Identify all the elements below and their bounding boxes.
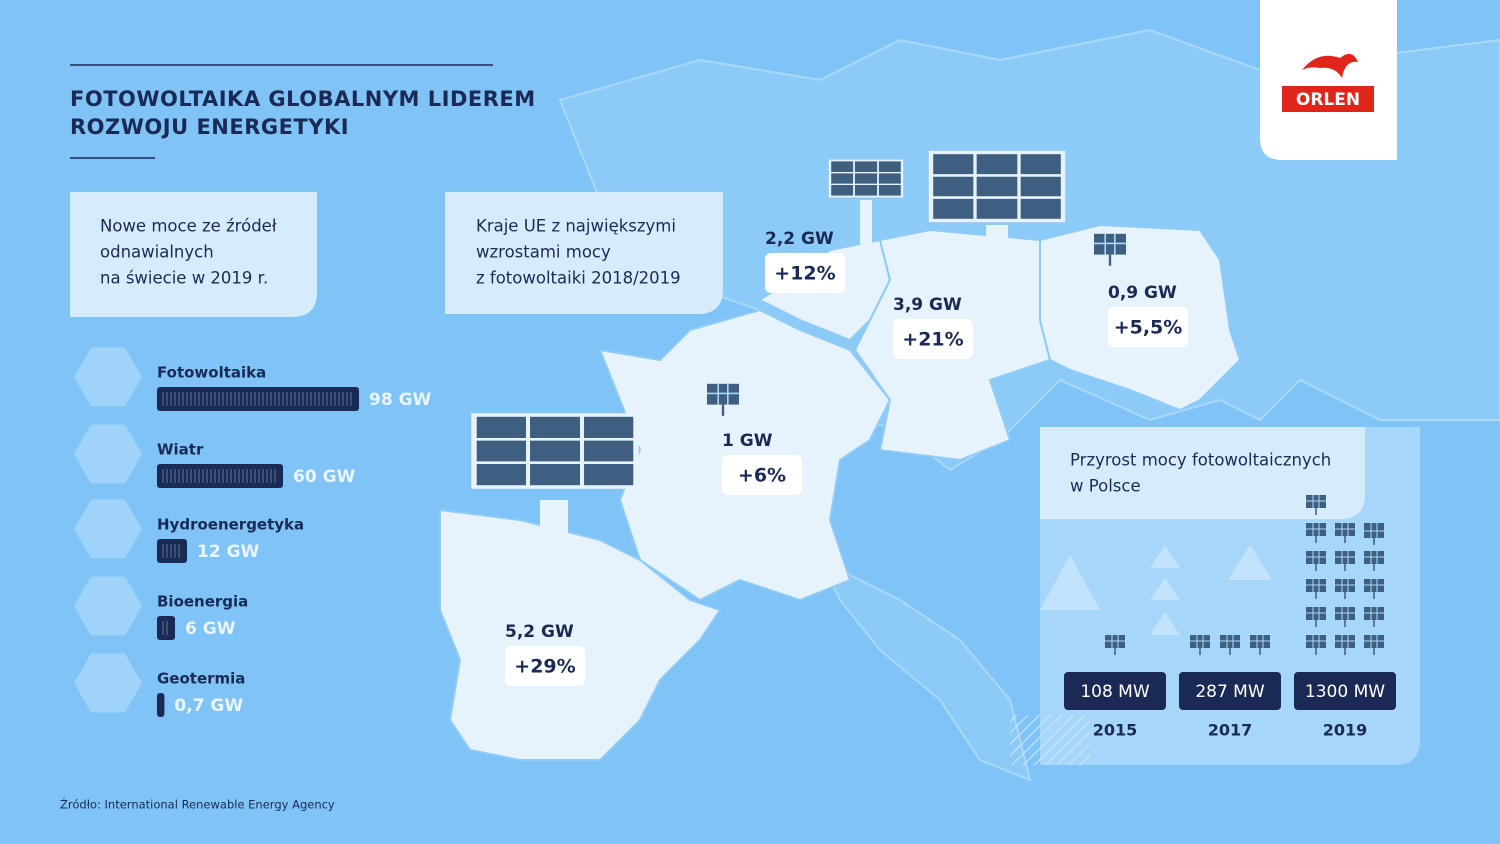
growth-box xyxy=(722,455,802,495)
logo: ORLEN xyxy=(1260,0,1397,160)
item-icon xyxy=(74,576,142,636)
item-name: Bioenergia xyxy=(157,593,248,611)
year-label: 2019 xyxy=(1323,721,1368,740)
item-name: Hydroenergetyka xyxy=(157,516,304,534)
item-icon xyxy=(74,347,142,407)
item-icon xyxy=(74,499,142,559)
logo-text: ORLEN xyxy=(1296,90,1360,110)
panel-heading: z fotowoltaiki 2018/2019 xyxy=(476,269,681,288)
bar xyxy=(157,539,187,563)
growth-label: +5,5% xyxy=(1114,317,1183,339)
year-label: 2017 xyxy=(1208,721,1253,740)
item-icon xyxy=(74,653,142,713)
bar xyxy=(157,693,165,717)
bar xyxy=(157,464,283,488)
growth-box xyxy=(765,253,845,293)
panel-heading: na świecie w 2019 r. xyxy=(100,269,268,288)
capacity-label: 1 GW xyxy=(722,431,773,451)
panel-heading: odnawialnych xyxy=(100,243,214,262)
capacity-label: 108 MW xyxy=(1080,682,1150,702)
capacity-label: 5,2 GW xyxy=(505,622,574,642)
capacity-label: 1300 MW xyxy=(1305,682,1385,702)
value-label: 98 GW xyxy=(369,390,432,410)
value-label: 60 GW xyxy=(293,467,356,487)
growth-box xyxy=(505,646,585,686)
value-label: 12 GW xyxy=(197,542,260,562)
growth-box xyxy=(1108,307,1188,347)
growth-label: +21% xyxy=(902,329,963,351)
value-label: 6 GW xyxy=(185,619,236,639)
capacity-label: 0,9 GW xyxy=(1108,283,1177,303)
panel-heading: Nowe moce ze źródeł xyxy=(100,217,277,236)
capacity-label: 2,2 GW xyxy=(765,229,834,249)
growth-label: +12% xyxy=(774,263,835,285)
capacity-label: 287 MW xyxy=(1195,682,1265,702)
capacity-box xyxy=(1064,672,1166,710)
solar-panels xyxy=(474,153,1128,610)
capacity-box xyxy=(1294,672,1396,710)
capacity-label: 3,9 GW xyxy=(893,295,962,315)
bar xyxy=(157,616,175,640)
panel-heading: wzrostami mocy xyxy=(476,243,611,262)
title: FOTOWOLTAIKA GLOBALNYM LIDEREM xyxy=(70,87,536,111)
panel xyxy=(70,192,317,317)
item-name: Geotermia xyxy=(157,670,245,688)
panel-heading: w Polsce xyxy=(1070,477,1141,496)
panel xyxy=(445,192,723,314)
growth-box xyxy=(893,319,973,359)
value-label: 0,7 GW xyxy=(174,696,243,716)
source: Źródło: International Renewable Energy A… xyxy=(60,797,335,812)
growth-label: +29% xyxy=(514,656,575,678)
title: ROZWOJU ENERGETYKI xyxy=(70,115,349,139)
year-label: 2015 xyxy=(1093,721,1138,740)
item-name: Fotowoltaika xyxy=(157,364,266,382)
panel-heading: Kraje UE z największymi xyxy=(476,217,676,236)
poland-panel: Przyrost mocy fotowoltaicznych w Polsce xyxy=(1010,427,1420,765)
item-name: Wiatr xyxy=(157,441,204,459)
panel-heading: Przyrost mocy fotowoltaicznych xyxy=(1070,451,1331,470)
item-icon xyxy=(74,424,142,484)
growth-label: +6% xyxy=(738,465,786,487)
capacity-box xyxy=(1179,672,1281,710)
spain xyxy=(439,508,722,761)
